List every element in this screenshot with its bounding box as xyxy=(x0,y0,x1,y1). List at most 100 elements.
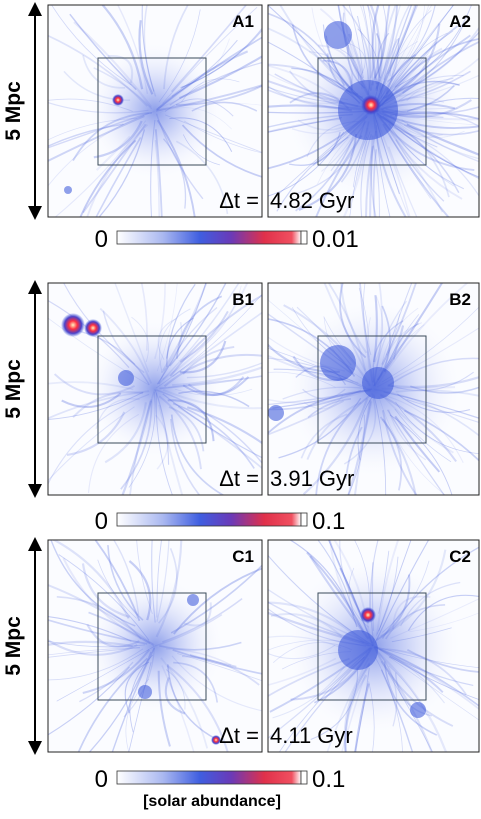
panel-label: C2 xyxy=(449,547,471,566)
filament xyxy=(375,574,411,641)
filament xyxy=(371,5,380,85)
filament xyxy=(404,409,479,462)
filament xyxy=(394,111,479,120)
filament xyxy=(170,414,225,495)
filament xyxy=(388,146,418,217)
filament xyxy=(48,616,132,642)
filament xyxy=(308,51,353,92)
zoom-box xyxy=(317,335,427,444)
filament xyxy=(98,129,146,217)
filament xyxy=(378,540,412,632)
filament xyxy=(168,406,205,452)
filament xyxy=(342,127,369,217)
filament xyxy=(378,396,446,495)
filament xyxy=(340,283,368,354)
filament xyxy=(163,353,262,388)
filament xyxy=(383,283,444,373)
filament xyxy=(129,389,156,495)
filament xyxy=(379,394,457,463)
filament xyxy=(177,653,262,682)
filament xyxy=(318,44,354,86)
filament xyxy=(376,540,400,635)
filament xyxy=(178,390,250,408)
filament xyxy=(88,611,151,645)
filament xyxy=(48,666,130,736)
filament xyxy=(93,120,143,159)
filament xyxy=(392,595,431,630)
filament xyxy=(182,655,260,686)
filament xyxy=(268,388,371,404)
filament xyxy=(93,67,153,110)
filament xyxy=(348,567,370,628)
filament xyxy=(61,392,122,408)
filament xyxy=(398,57,479,98)
filament xyxy=(369,5,381,86)
filament xyxy=(289,540,358,628)
filament xyxy=(389,135,432,199)
panel-frame xyxy=(267,282,480,496)
filament xyxy=(173,661,219,703)
blob xyxy=(320,345,356,381)
filament xyxy=(389,655,444,693)
filament xyxy=(143,5,157,97)
filament xyxy=(69,13,137,91)
filament xyxy=(176,295,223,359)
filament xyxy=(373,645,479,707)
filament xyxy=(385,106,479,115)
dt-value: 3.91 Gyr xyxy=(270,466,354,491)
filament xyxy=(407,594,479,631)
filament xyxy=(268,389,371,435)
filament xyxy=(379,648,467,696)
filament xyxy=(381,418,417,495)
filament xyxy=(371,562,374,631)
filament xyxy=(154,389,170,465)
filament xyxy=(160,657,209,749)
filament xyxy=(167,399,215,442)
filament xyxy=(48,98,133,112)
filament xyxy=(48,118,137,141)
filament xyxy=(383,5,425,86)
filament xyxy=(168,378,243,388)
filament xyxy=(378,550,390,614)
filament xyxy=(344,674,368,752)
filament xyxy=(170,418,201,495)
filament xyxy=(187,376,245,396)
filament xyxy=(86,124,149,217)
filament xyxy=(189,654,237,668)
filament xyxy=(175,140,229,215)
filament xyxy=(369,135,374,217)
filament xyxy=(402,40,479,94)
zoom-box xyxy=(97,335,207,444)
filament xyxy=(379,5,397,91)
filament xyxy=(394,70,471,104)
filament xyxy=(381,306,479,383)
filament xyxy=(162,389,262,410)
zoom-box xyxy=(317,592,427,701)
filament xyxy=(393,322,419,360)
filament xyxy=(359,283,374,383)
filament xyxy=(170,5,247,93)
filament xyxy=(387,376,479,389)
filament xyxy=(370,540,379,644)
filament xyxy=(48,317,150,386)
filament xyxy=(373,296,384,365)
blob xyxy=(338,630,378,670)
filament xyxy=(380,307,419,376)
filament xyxy=(370,130,377,217)
filament xyxy=(159,375,262,390)
filament xyxy=(155,540,183,638)
filament xyxy=(354,667,370,752)
filament xyxy=(79,139,137,217)
filament xyxy=(387,5,417,75)
filament xyxy=(387,357,479,387)
filament xyxy=(48,647,140,656)
filament xyxy=(268,389,362,411)
filament xyxy=(268,131,345,197)
filament xyxy=(384,121,463,200)
filament xyxy=(87,413,140,494)
filament xyxy=(295,136,355,212)
panel-content xyxy=(48,5,262,217)
filament xyxy=(375,646,479,711)
filament xyxy=(388,656,479,721)
